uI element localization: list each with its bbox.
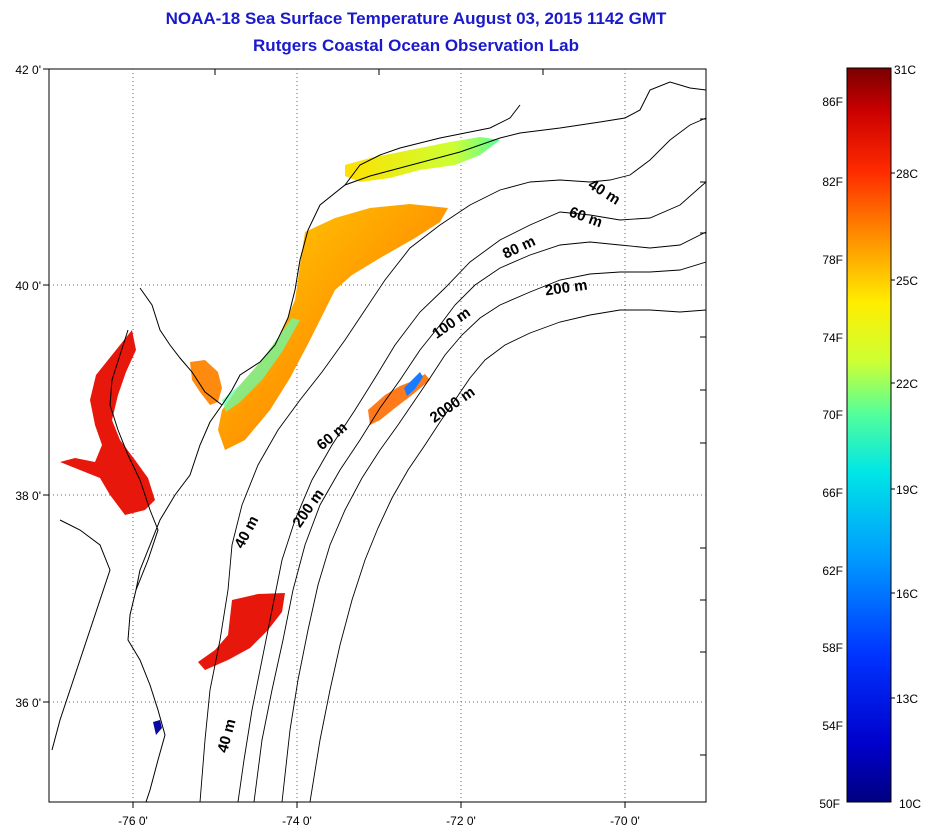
sst-patch-delaware-bay xyxy=(190,360,222,405)
lat-label-38: 38 0' xyxy=(15,489,41,503)
sst-patch-li-sound xyxy=(345,137,500,182)
bathymetry-contours xyxy=(199,117,706,802)
colorbar xyxy=(846,67,892,803)
lat-label-42: 42 0' xyxy=(15,63,41,77)
cb-f-82: 82F xyxy=(822,175,843,189)
colorbar-c-labels: 31C 28C 25C 22C 19C 16C 13C 10C xyxy=(894,63,921,811)
depth-label-200m-south: 200 m xyxy=(289,486,327,531)
cb-f-58: 58F xyxy=(822,641,843,655)
depth-labels: 40 m 60 m 80 m 200 m 100 m 2000 m 60 m 2… xyxy=(214,176,623,755)
lat-label-40: 40 0' xyxy=(15,279,41,293)
sst-patch-chesapeake xyxy=(60,330,155,515)
cb-f-50: 50F xyxy=(819,797,840,811)
sst-patch-hatteras xyxy=(153,720,162,735)
cb-c-22: 22C xyxy=(896,377,918,391)
cb-c-19: 19C xyxy=(896,483,918,497)
map-frame xyxy=(48,68,707,803)
map-title: NOAA-18 Sea Surface Temperature August 0… xyxy=(165,9,667,28)
depth-label-60m-north: 60 m xyxy=(567,204,605,232)
sst-patch-nj-shelf xyxy=(218,204,448,450)
cb-c-13: 13C xyxy=(896,692,918,706)
cb-c-16: 16C xyxy=(896,587,918,601)
depth-label-40m-mid: 40 m xyxy=(231,513,262,551)
lon-label-72: -72 0' xyxy=(446,814,476,828)
colorbar-f-labels: 86F 82F 78F 74F 70F 66F 62F 58F 54F 50F xyxy=(819,95,843,811)
lon-label-70: -70 0' xyxy=(610,814,640,828)
sst-patch-southern xyxy=(198,593,285,670)
cb-f-74: 74F xyxy=(822,331,843,345)
cb-f-70: 70F xyxy=(822,408,843,422)
coastline xyxy=(51,81,706,802)
cb-c-10: 10C xyxy=(899,797,921,811)
cb-c-28: 28C xyxy=(896,167,918,181)
depth-label-40m-south: 40 m xyxy=(214,717,239,754)
cb-f-54: 54F xyxy=(822,719,843,733)
sst-patch-shelfbreak-cold xyxy=(404,372,423,396)
cb-c-31: 31C xyxy=(894,63,916,77)
map-subtitle: Rutgers Coastal Ocean Observation Lab xyxy=(253,36,579,55)
lat-label-36: 36 0' xyxy=(15,696,41,710)
depth-label-2000m: 2000 m xyxy=(427,383,478,426)
cb-f-86: 86F xyxy=(822,95,843,109)
cb-f-78: 78F xyxy=(822,253,843,267)
lat-labels: 42 0' 40 0' 38 0' 36 0' xyxy=(15,63,41,710)
lon-label-74: -74 0' xyxy=(282,814,312,828)
sst-patch-nj-coastal-green xyxy=(222,318,300,412)
cb-f-66: 66F xyxy=(822,486,843,500)
cb-f-62: 62F xyxy=(822,564,843,578)
colorbar-ticks xyxy=(891,172,895,699)
cb-c-25: 25C xyxy=(896,274,918,288)
lon-label-76: -76 0' xyxy=(118,814,148,828)
depth-label-200m-north: 200 m xyxy=(544,277,588,300)
map-grid xyxy=(49,69,706,802)
lon-labels: -76 0' -74 0' -72 0' -70 0' xyxy=(118,814,640,828)
depth-label-60m-mid: 60 m xyxy=(314,419,351,454)
